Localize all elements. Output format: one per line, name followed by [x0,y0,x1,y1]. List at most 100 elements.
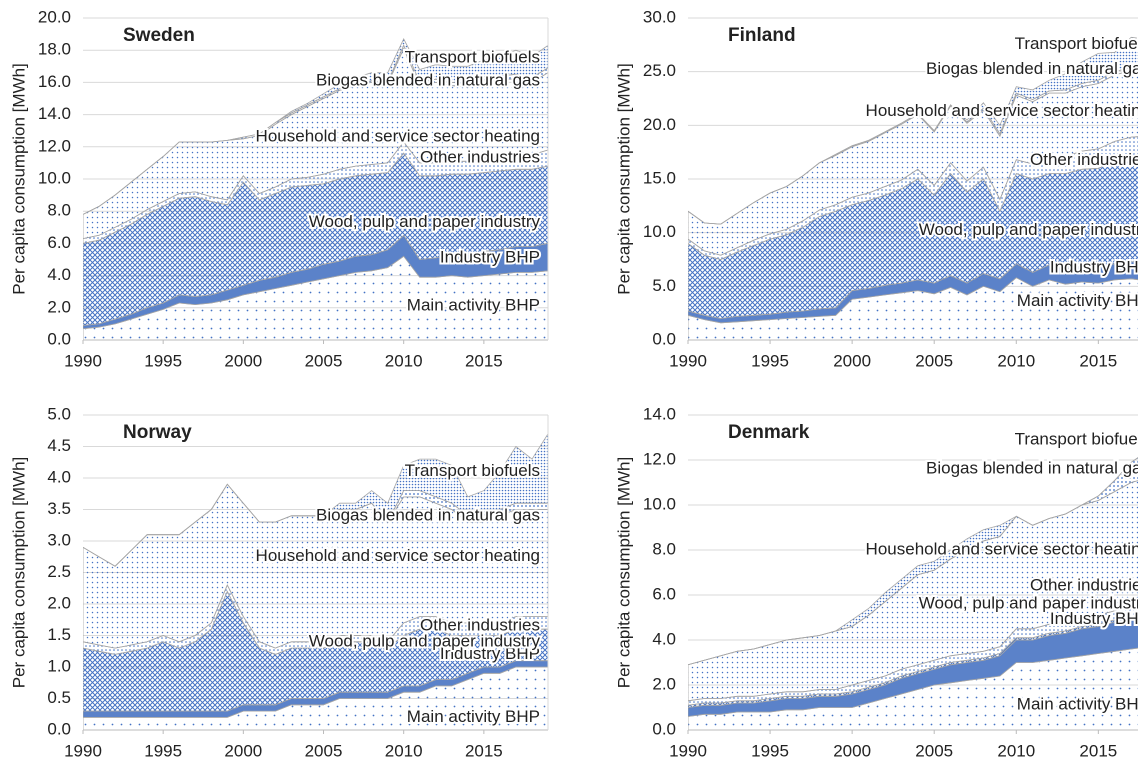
y-tick-label: 10.0 [643,222,676,241]
y-axis-title: Per capita consumption [MWh] [9,63,28,294]
area-label: Household and service sector heating [866,101,1138,120]
y-tick-label: 8.0 [47,201,71,220]
y-tick-label: 6.0 [47,233,71,252]
x-tick-label: 1995 [144,741,182,760]
y-axis-title: Per capita consumption [MWh] [614,457,633,688]
x-tick-label: 2005 [305,741,343,760]
area-label: Main activity BHP [1017,695,1138,714]
y-tick-label: 10.0 [643,494,676,513]
area-band [83,433,548,567]
y-tick-label: 4.0 [652,629,676,648]
y-tick-label: 8.0 [652,539,676,558]
x-tick-label: 2000 [224,741,262,760]
area-label: Biogas blended in natural gas [316,70,540,89]
x-tick-label: 2015 [1079,741,1117,760]
area-label: Wood, pulp and paper industry [919,220,1138,239]
y-tick-label: 30.0 [643,7,676,26]
chart-title: Sweden [123,25,195,46]
y-tick-label: 3.0 [47,530,71,549]
area-label: Biogas blended in natural gas [926,458,1138,477]
x-tick-label: 2000 [833,351,871,370]
y-tick-label: 4.5 [47,436,71,455]
chart-title: Finland [728,25,796,46]
y-tick-label: 15.0 [643,168,676,187]
area-label: Other industries [1030,150,1138,169]
x-tick-label: 2010 [385,741,423,760]
chart-title: Denmark [728,422,810,443]
x-tick-label: 2005 [915,351,953,370]
y-axis-title: Per capita consumption [MWh] [614,63,633,294]
y-tick-label: 20.0 [643,115,676,134]
area-band [688,457,1138,666]
plot-area [83,433,548,730]
x-tick-label: 2010 [997,741,1035,760]
x-tick-label: 2000 [833,741,871,760]
y-tick-label: 0.0 [652,329,676,348]
y-tick-label: 5.0 [47,404,71,423]
x-tick-label: 1990 [64,741,102,760]
area-band [83,38,548,215]
x-tick-label: 2005 [915,741,953,760]
y-tick-label: 0.0 [47,719,71,738]
area-label: Transport biofuels [1015,34,1138,53]
area-label: Industry BHP [1050,258,1138,277]
x-tick-label: 1990 [669,741,707,760]
y-tick-label: 16.0 [38,72,71,91]
area-label: Wood, pulp and paper industry [309,212,541,231]
area-label: Household and service sector heating [256,546,540,565]
y-tick-label: 6.0 [652,584,676,603]
y-tick-label: 4.0 [47,265,71,284]
area-label: Main activity BHP [1017,291,1138,310]
y-tick-label: 14.0 [38,104,71,123]
area-label: Other industries [420,616,540,635]
x-tick-label: 2000 [224,351,262,370]
y-tick-label: 0.5 [47,688,71,707]
area-label: Industry BHP [440,247,540,266]
x-tick-label: 1990 [64,351,102,370]
x-tick-label: 2015 [465,741,503,760]
x-tick-label: 2005 [305,351,343,370]
area-label: Biogas blended in natural gas [316,505,540,524]
y-tick-label: 2.5 [47,562,71,581]
x-tick-label: 2015 [465,351,503,370]
area-label: Main activity BHP [407,296,540,315]
area-label: Household and service sector heating [866,540,1138,559]
area-label: Transport biofuels [405,48,540,67]
area-label: Household and service sector heating [256,127,540,146]
y-tick-label: 4.0 [47,467,71,486]
chart-title: Norway [123,422,192,443]
area-label: Other industries [420,148,540,167]
y-tick-label: 12.0 [38,136,71,155]
y-tick-label: 2.0 [47,593,71,612]
x-tick-label: 1990 [669,351,707,370]
area-label: Transport biofuels [1015,429,1138,448]
y-tick-label: 1.5 [47,625,71,644]
y-axis-title: Per capita consumption [MWh] [9,457,28,688]
y-tick-label: 3.5 [47,499,71,518]
y-tick-label: 2.0 [47,297,71,316]
plot-area [688,457,1138,730]
plot-area [83,38,548,340]
area-label: Industry BHP [440,644,540,663]
area-label: Biogas blended in natural gas [926,59,1138,78]
x-tick-label: 2010 [385,351,423,370]
y-tick-label: 5.0 [652,276,676,295]
x-tick-label: 2010 [997,351,1035,370]
x-tick-label: 1995 [144,351,182,370]
area-band [688,36,1138,225]
y-tick-label: 2.0 [652,674,676,693]
area-label: Industry BHP [1050,609,1138,628]
x-tick-label: 1995 [751,351,789,370]
area-label: Wood, pulp and paper industry [309,631,541,650]
area-label: Wood, pulp and paper industry [919,593,1138,612]
area-label: Other industries [1030,576,1138,595]
y-tick-label: 10.0 [38,168,71,187]
y-tick-label: 0.0 [652,719,676,738]
plot-area [688,36,1138,340]
area-label: Main activity BHP [407,707,540,726]
area-label: Transport biofuels [405,461,540,480]
y-tick-label: 25.0 [643,61,676,80]
y-tick-label: 18.0 [38,40,71,59]
x-tick-label: 1995 [751,741,789,760]
